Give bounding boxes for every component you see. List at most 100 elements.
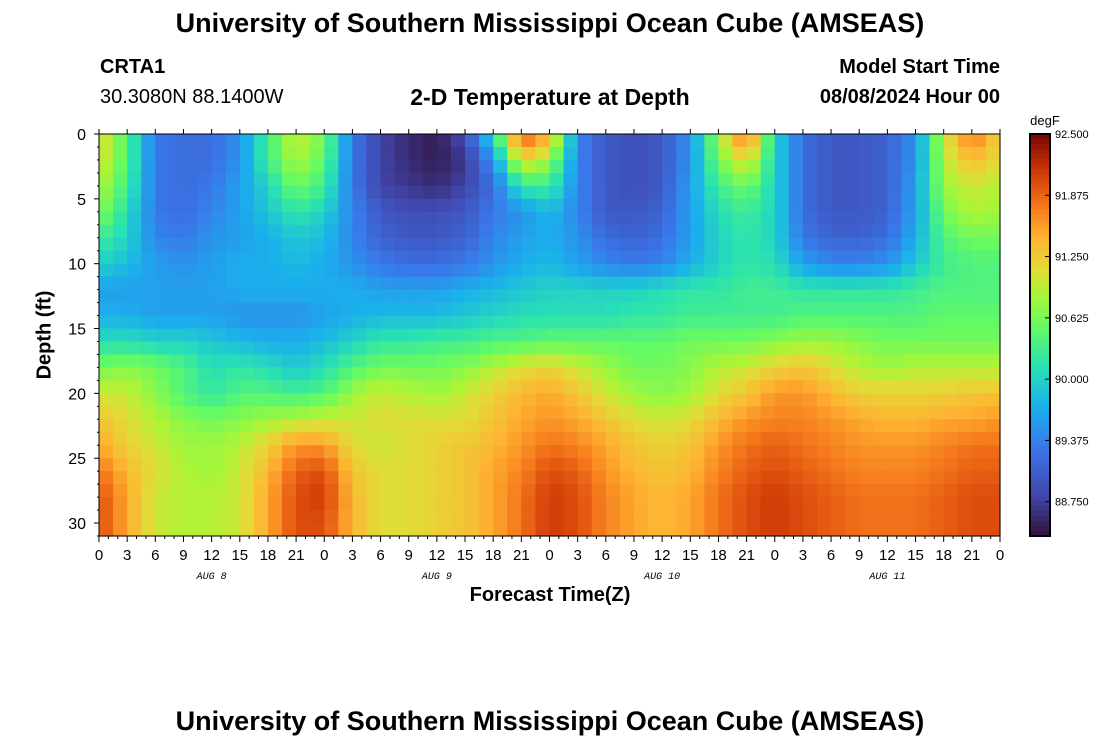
heatmap-cell <box>183 185 199 200</box>
heatmap-cell <box>662 510 677 524</box>
heatmap-cell <box>662 237 677 252</box>
heatmap-cell <box>957 497 973 511</box>
heatmap-cell <box>873 159 888 174</box>
heatmap-cell <box>479 471 494 485</box>
heatmap-cell <box>169 458 185 472</box>
heatmap-cell <box>253 198 269 213</box>
heatmap-cell <box>648 328 663 343</box>
heatmap-cell <box>788 250 804 265</box>
heatmap-cell <box>436 497 452 511</box>
colorbar-tick-label: 90.625 <box>1055 313 1089 325</box>
heatmap-cell <box>549 354 565 369</box>
heatmap-cell <box>619 471 635 485</box>
heatmap-cell <box>718 146 734 161</box>
heatmap-cell <box>352 198 368 213</box>
heatmap-cell <box>338 198 354 213</box>
heatmap-cell <box>887 497 903 511</box>
heatmap-cell <box>422 315 438 330</box>
heatmap-cell <box>563 471 579 485</box>
heatmap-cell <box>676 380 691 394</box>
heatmap-cell <box>352 432 368 446</box>
x-tick-label: 6 <box>376 547 384 564</box>
heatmap-cell <box>183 445 199 459</box>
heatmap-cell <box>225 484 241 498</box>
heatmap-cell <box>239 134 255 148</box>
heatmap-cell <box>816 471 832 485</box>
heatmap-cell <box>788 432 804 446</box>
heatmap-cell <box>450 315 466 330</box>
colorbar-segment <box>1030 219 1050 226</box>
heatmap-cell <box>408 354 424 369</box>
colorbar-segment <box>1030 345 1050 351</box>
heatmap-cell <box>591 497 607 511</box>
heatmap-cell <box>619 159 635 174</box>
heatmap-cell <box>802 471 818 485</box>
heatmap-cell <box>915 134 931 148</box>
heatmap-cell <box>324 445 339 459</box>
heatmap-cell <box>211 380 227 394</box>
heatmap-cell <box>535 510 551 524</box>
heatmap-cell <box>450 406 466 420</box>
colorbar-segment <box>1030 199 1050 205</box>
colorbar-segment <box>1030 390 1050 396</box>
heatmap-cell <box>901 510 917 524</box>
heatmap-cell <box>873 289 888 304</box>
heatmap-cell <box>127 393 142 407</box>
heatmap-cell <box>802 458 818 472</box>
heatmap-cell <box>141 250 156 265</box>
heatmap-cell <box>267 419 283 433</box>
heatmap-cell <box>563 289 579 304</box>
heatmap-cell <box>845 510 860 524</box>
x-tick-label: 18 <box>260 547 277 564</box>
heatmap-cell <box>479 224 494 239</box>
heatmap-cell <box>408 237 424 252</box>
heatmap-cell <box>239 510 255 524</box>
heatmap-cell <box>957 250 973 265</box>
heatmap-cell <box>718 211 734 226</box>
heatmap-cell <box>507 510 522 524</box>
heatmap-cell <box>267 172 283 187</box>
heatmap-cell <box>704 523 720 537</box>
heatmap-cell <box>296 159 311 174</box>
heatmap-cell <box>211 393 227 407</box>
heatmap-cell <box>127 419 142 433</box>
heatmap-cell <box>676 237 691 252</box>
heatmap-cell <box>662 341 677 356</box>
heatmap-cell <box>169 393 185 407</box>
heatmap-cell <box>549 419 565 433</box>
heatmap-cell <box>732 237 748 252</box>
heatmap-cell <box>690 237 705 252</box>
heatmap-cell <box>183 432 199 446</box>
heatmap-cell <box>760 302 776 317</box>
heatmap-cell <box>943 159 959 174</box>
heatmap-cell <box>507 250 522 265</box>
heatmap-cell <box>718 354 734 369</box>
heatmap-cell <box>788 224 804 239</box>
heatmap-cell <box>633 146 649 161</box>
heatmap-cell <box>380 497 396 511</box>
heatmap-cell <box>901 263 917 278</box>
heatmap-cell <box>676 198 691 213</box>
heatmap-cell <box>985 497 1001 511</box>
heatmap-cell <box>169 315 185 330</box>
colorbar-segment <box>1030 209 1050 216</box>
heatmap-cell <box>760 510 776 524</box>
heatmap-cell <box>859 484 874 498</box>
heatmap-cell <box>648 250 663 265</box>
heatmap-cell <box>732 419 748 433</box>
heatmap-cell <box>155 159 170 174</box>
heatmap-cell <box>493 328 508 343</box>
heatmap-cell <box>873 510 888 524</box>
heatmap-cell <box>605 263 621 278</box>
heatmap-cell <box>521 302 537 317</box>
heatmap-cell <box>225 198 241 213</box>
heatmap-cell <box>760 523 776 537</box>
heatmap-cell <box>267 380 283 394</box>
heatmap-cell <box>169 289 185 304</box>
heatmap-cell <box>127 497 142 511</box>
heatmap-cell <box>422 341 438 356</box>
heatmap-cell <box>774 367 790 381</box>
heatmap-cell <box>366 341 382 356</box>
heatmap-cell <box>633 406 649 420</box>
heatmap-cell <box>282 211 297 226</box>
